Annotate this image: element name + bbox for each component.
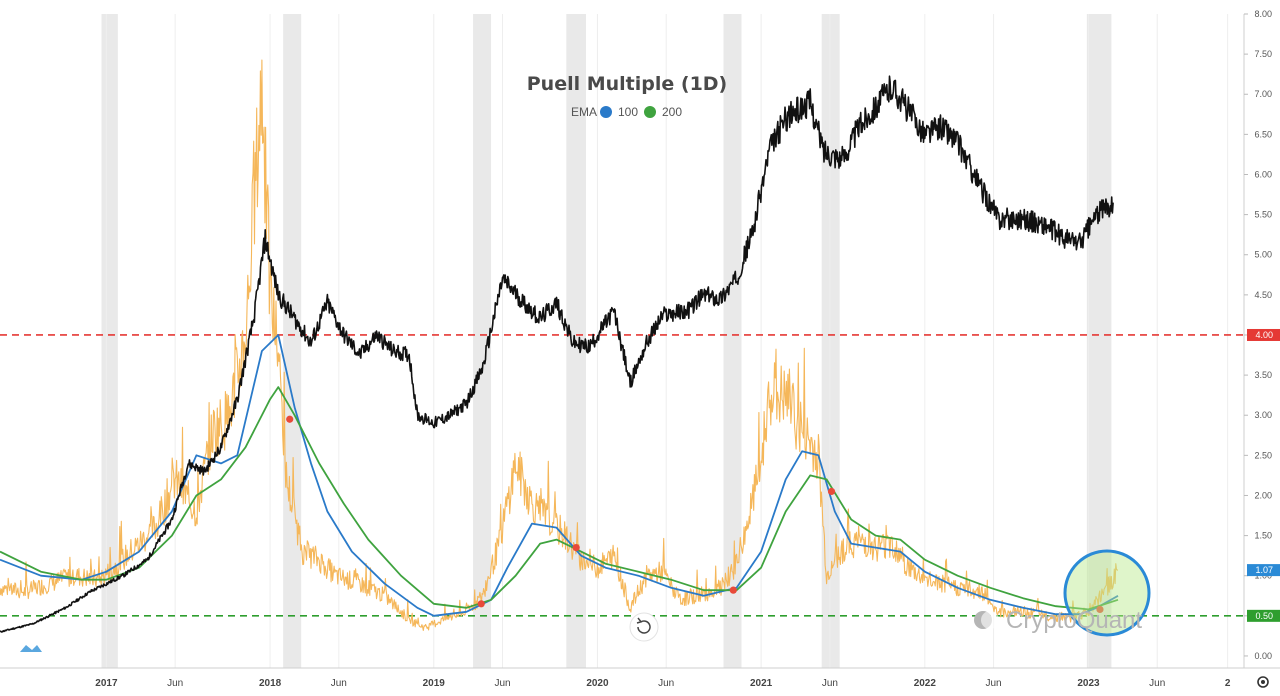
y-tick-label: 4.50	[1254, 290, 1272, 300]
series-puell-multiple	[0, 59, 1118, 631]
badge-label-low: 0.50	[1255, 611, 1273, 621]
y-tick-label: 6.00	[1254, 169, 1272, 179]
crossing-point-2	[572, 544, 580, 552]
y-tick-label: 0.00	[1254, 651, 1272, 661]
shaded-band-2	[473, 14, 492, 668]
legend-prefix: EMA	[571, 105, 597, 119]
reset-chart-button[interactable]	[629, 612, 659, 642]
series-price	[0, 75, 1114, 633]
legend: EMA 100 200	[571, 105, 682, 119]
y-tick-label: 7.00	[1254, 89, 1272, 99]
badge-label-high: 4.00	[1255, 330, 1273, 340]
badge-low	[1247, 609, 1280, 622]
x-tick-label: Jun	[167, 678, 183, 689]
y-tick-label: 7.50	[1254, 49, 1272, 59]
y-tick-label: 3.50	[1254, 370, 1272, 380]
x-tick-label: 2019	[423, 678, 446, 689]
refresh-icon	[636, 617, 651, 634]
x-tick-label: 2017	[95, 678, 118, 689]
cryptoquant-logo-icon	[974, 611, 999, 629]
chart-title: Puell Multiple (1D)	[527, 73, 728, 95]
settings-gear-icon[interactable]	[1257, 676, 1269, 688]
crossing-point-1	[477, 600, 485, 608]
x-tick-label: 2020	[586, 678, 609, 689]
badge-high	[1247, 328, 1280, 341]
watermark-text: CryptoQuant	[1006, 607, 1142, 634]
crossing-point-3	[729, 586, 737, 594]
crossing-point-4	[827, 487, 836, 496]
grid-lines	[105, 14, 1229, 668]
x-tick-label: 2022	[914, 678, 937, 689]
series-ema-200	[0, 386, 1119, 611]
watermark: CryptoQuant	[974, 607, 1142, 634]
y-tick-label: 8.00	[1254, 9, 1272, 19]
shaded-band-6	[1086, 14, 1112, 668]
y-tick-label: 3.00	[1254, 410, 1272, 420]
shaded-band-1	[283, 14, 302, 668]
legend-ema200-dot	[644, 106, 656, 118]
x-tick-label: 2023	[1077, 678, 1100, 689]
y-tick-label: 5.50	[1254, 210, 1272, 220]
shaded-band-0	[101, 14, 118, 668]
scroll-home-button[interactable]	[20, 645, 42, 652]
crossing-point-0	[286, 415, 294, 423]
y-tick-label: 5.00	[1254, 250, 1272, 260]
x-tick-label: Jun	[494, 678, 510, 689]
x-axis-labels: 2017 Jun 2018 Jun 2019 Jun 2020 Jun 2021 Jun 2022 J…	[95, 678, 1231, 689]
x-tick-label: Jun	[331, 678, 347, 689]
y-tick-label: 1.50	[1254, 531, 1272, 541]
legend-ema200-label: 200	[662, 105, 682, 119]
axis-badges: 4.00 0.50 1.07	[1247, 328, 1280, 622]
crossing-point-5	[1096, 605, 1104, 614]
x-tick-label: Jun	[822, 678, 838, 689]
shaded-band-4	[723, 14, 742, 668]
x-tick-label: Jun	[1149, 678, 1165, 689]
series-layer	[0, 59, 1119, 633]
badge-current	[1247, 564, 1280, 577]
highlight-circle	[1063, 549, 1151, 637]
x-tick-label: Jun	[986, 678, 1002, 689]
shaded-band-5	[821, 14, 840, 668]
y-tick-label: 2.50	[1254, 450, 1272, 460]
x-tick-label: 2	[1225, 678, 1231, 689]
x-tick-label: 2021	[750, 678, 773, 689]
series-ema-100	[0, 334, 1119, 617]
y-tick-label: 6.50	[1254, 129, 1272, 139]
y-tick-label: 2.00	[1254, 490, 1272, 500]
badge-current-label: 1.07	[1255, 565, 1273, 575]
legend-ema100-label: 100	[618, 105, 638, 119]
x-tick-label: 2018	[259, 678, 282, 689]
x-tick-label: Jun	[658, 678, 674, 689]
legend-ema100-dot	[600, 106, 612, 118]
crossing-markers	[286, 415, 1104, 614]
reference-lines	[0, 334, 1244, 617]
